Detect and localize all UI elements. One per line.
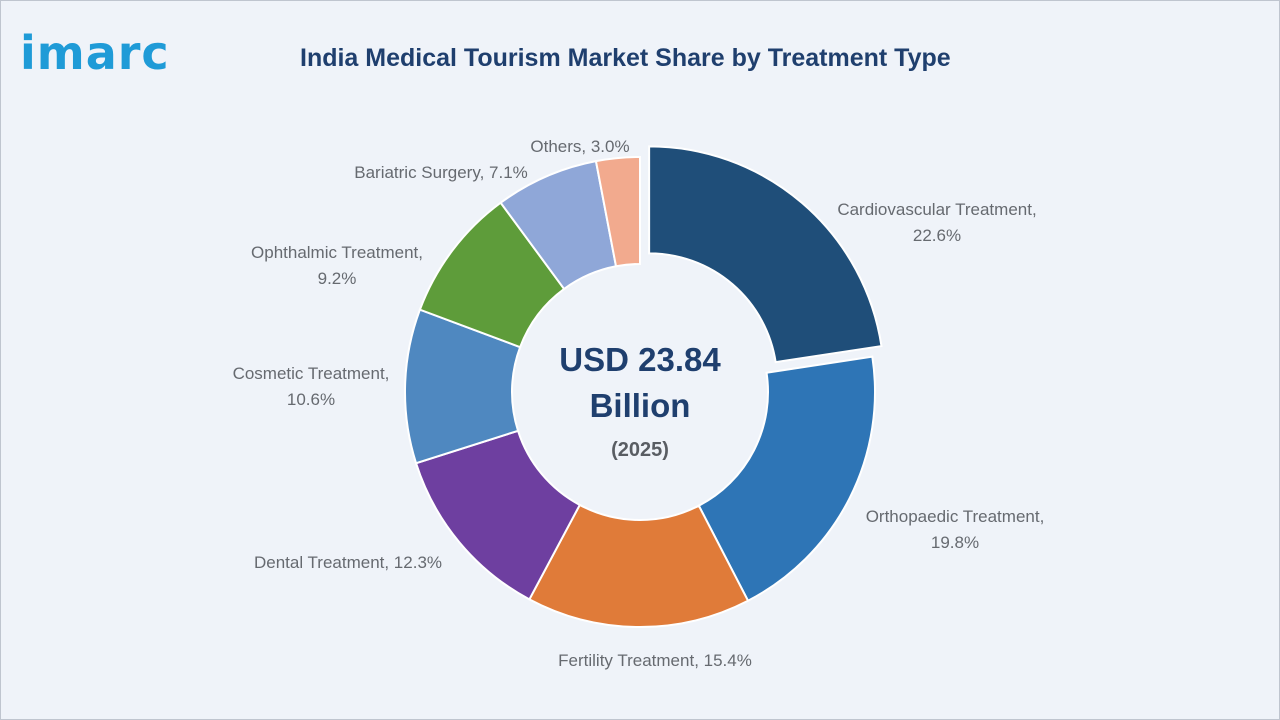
- slice-labels: Cardiovascular Treatment, 22.6% Orthopaedi…: [233, 137, 1045, 670]
- label-orthopaedic-treatment: Orthopaedic Treatment, 19.8%: [866, 507, 1045, 552]
- label-fertility-treatment: Fertility Treatment, 15.4%: [558, 651, 752, 670]
- chart-title: India Medical Tourism Market Share by Tr…: [300, 44, 951, 72]
- slice-others: [594, 155, 641, 268]
- label-line: Fertility Treatment, 15.4%: [558, 651, 752, 670]
- donut-slices: [404, 145, 883, 628]
- label-line: 22.6%: [913, 226, 961, 245]
- label-line: Bariatric Surgery, 7.1%: [354, 163, 528, 182]
- label-line: Orthopaedic Treatment,: [866, 507, 1045, 526]
- label-line: Dental Treatment, 12.3%: [254, 553, 442, 572]
- label-line: 9.2%: [318, 269, 357, 288]
- label-line: Cardiovascular Treatment,: [837, 200, 1036, 219]
- label-dental-treatment: Dental Treatment, 12.3%: [254, 553, 442, 572]
- slice-cardiovascular-treatment: [648, 145, 883, 364]
- imarc-logo: imarc: [20, 26, 170, 80]
- label-others: Others, 3.0%: [530, 137, 629, 156]
- label-cosmetic-treatment: Cosmetic Treatment, 10.6%: [233, 364, 390, 409]
- label-line: Ophthalmic Treatment,: [251, 243, 423, 262]
- center-value-line2: Billion: [590, 387, 691, 424]
- center-value-line1: USD 23.84: [559, 341, 721, 378]
- label-line: Others, 3.0%: [530, 137, 629, 156]
- label-ophthalmic-treatment: Ophthalmic Treatment, 9.2%: [251, 243, 423, 288]
- label-bariatric-surgery: Bariatric Surgery, 7.1%: [354, 163, 528, 182]
- label-line: Cosmetic Treatment,: [233, 364, 390, 383]
- center-year: (2025): [611, 439, 669, 461]
- label-line: 19.8%: [931, 533, 979, 552]
- label-cardiovascular-treatment: Cardiovascular Treatment, 22.6%: [837, 200, 1036, 245]
- label-line: 10.6%: [287, 390, 335, 409]
- slice-orthopaedic-treatment: [697, 355, 876, 603]
